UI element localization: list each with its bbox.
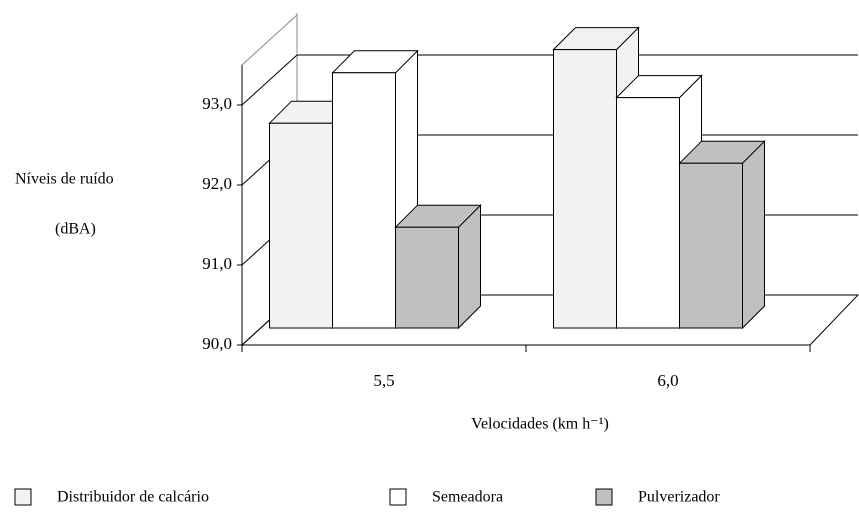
bar-front (679, 162, 743, 329)
y-tick-label: 90,0 (202, 334, 232, 353)
legend-swatch (14, 488, 32, 506)
y-tick-label: 91,0 (202, 254, 232, 273)
x-axis-label: Velocidades (km h⁻¹) (471, 416, 609, 433)
bar-side (742, 139, 765, 330)
x-tick-label: 6,0 (657, 371, 678, 390)
side-wall-top (241, 14, 298, 66)
y-axis-label: Níveis de ruído (15, 171, 114, 188)
legend-swatch (389, 488, 407, 506)
y-axis-label: (dBA) (55, 221, 96, 238)
bar-front (553, 49, 617, 329)
bar-front (332, 72, 396, 329)
grid-line (241, 54, 298, 106)
legend-label: Semeadora (432, 489, 503, 506)
y-tick-label: 92,0 (202, 174, 232, 193)
bar-front (395, 226, 459, 329)
bar-front (616, 97, 680, 329)
bar-front (269, 122, 333, 329)
x-tick-label: 5,5 (373, 371, 394, 390)
bar (394, 203, 482, 330)
y-tick-label: 93,0 (202, 94, 232, 113)
legend-swatch (595, 488, 613, 506)
legend-label: Pulverizador (638, 489, 720, 506)
legend-label: Distribuidor de calcário (57, 489, 209, 506)
bar (678, 139, 766, 330)
